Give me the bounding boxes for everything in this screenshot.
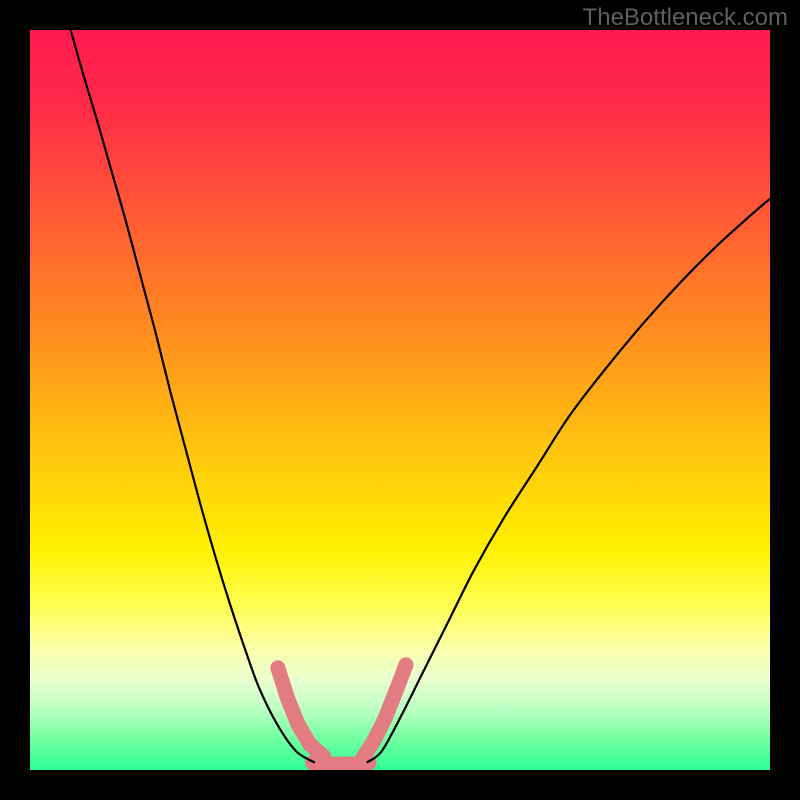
watermark-text: TheBottleneck.com — [583, 4, 788, 32]
chart-svg — [30, 30, 770, 770]
gradient-background — [30, 30, 770, 770]
chart-frame: TheBottleneck.com — [0, 0, 800, 800]
chart-plot-area — [30, 30, 770, 770]
